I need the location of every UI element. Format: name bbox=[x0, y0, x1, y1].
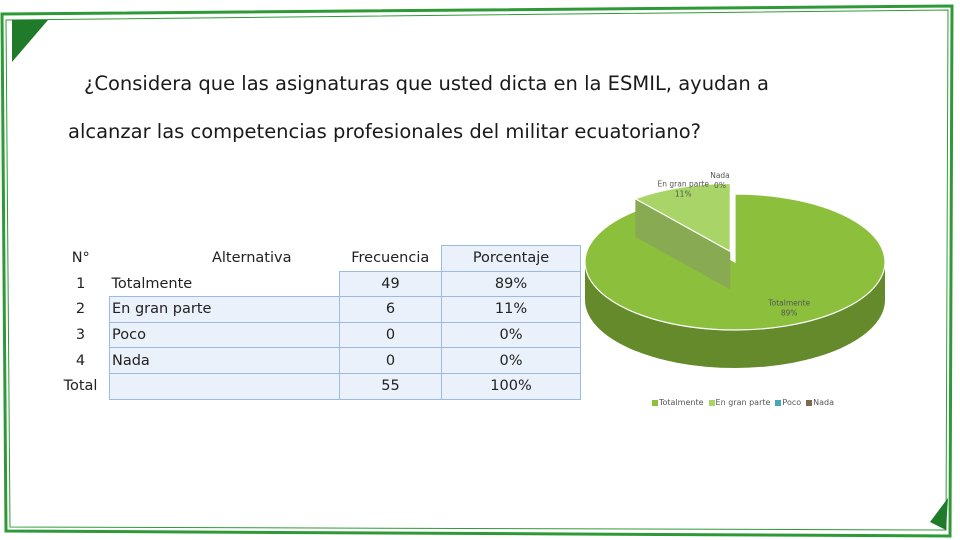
chart-legend: Totalmente En gran parte Poco Nada bbox=[652, 398, 834, 407]
pie-data-label-name: Totalmente bbox=[767, 298, 810, 307]
pie-slice-top bbox=[584, 193, 886, 331]
legend-swatch bbox=[775, 399, 782, 406]
row-number: 1 bbox=[76, 275, 86, 292]
legend-item: En gran parte bbox=[708, 398, 771, 407]
header-porcentaje: Porcentaje bbox=[441, 245, 581, 272]
row-frecuencia: 0 bbox=[339, 321, 442, 349]
row-porcentaje: 89% bbox=[441, 270, 581, 298]
question-line-2: alcanzar las competencias profesionales … bbox=[68, 120, 702, 143]
pie-data-label-value: 89% bbox=[781, 308, 798, 317]
legend-label: Poco bbox=[782, 398, 802, 407]
pie-slice-top bbox=[633, 182, 731, 253]
table-header-row: N° Alternativa Frecuencia Porcentaje bbox=[52, 245, 581, 272]
legend-item: Poco bbox=[775, 398, 801, 407]
total-label: Total bbox=[63, 378, 98, 395]
row-number: 2 bbox=[75, 301, 86, 318]
table-row: 1 Totalmente 49 89% bbox=[52, 270, 581, 298]
table-row: 2 En gran parte 6 11% bbox=[52, 296, 581, 323]
legend-label: En gran parte bbox=[715, 398, 771, 407]
row-porcentaje: 0% bbox=[441, 347, 581, 374]
row-alternativa: Nada bbox=[109, 347, 340, 374]
row-alternativa: Totalmente bbox=[111, 275, 193, 292]
pie-slice-wall bbox=[635, 198, 731, 290]
legend-item: Totalmente bbox=[652, 398, 704, 407]
legend-swatch bbox=[652, 399, 658, 406]
pie-data-label-value: 0% bbox=[714, 181, 726, 190]
pie-data-label-name: Nada bbox=[710, 171, 730, 180]
legend-item: Nada bbox=[806, 398, 834, 407]
row-alternativa: Poco bbox=[109, 321, 340, 349]
legend-label: Nada bbox=[813, 398, 835, 407]
frequency-table: N° Alternativa Frecuencia Porcentaje 1 T… bbox=[52, 245, 581, 400]
row-number: 3 bbox=[75, 327, 86, 344]
header-alternativa: Alternativa bbox=[211, 250, 292, 267]
pie-slice-en-gran-parte bbox=[633, 182, 731, 290]
row-alternativa: En gran parte bbox=[109, 296, 340, 323]
table-row: 3 Poco 0 0% bbox=[52, 321, 581, 349]
table-row: 4 Nada 0 0% bbox=[52, 347, 581, 374]
pie-slice-totalmente bbox=[584, 193, 886, 368]
total-porcentaje: 100% bbox=[441, 372, 581, 400]
row-frecuencia: 6 bbox=[339, 296, 442, 323]
header-frecuencia: Frecuencia bbox=[351, 250, 430, 267]
row-frecuencia: 49 bbox=[339, 270, 442, 298]
header-number: N° bbox=[71, 250, 90, 267]
legend-swatch bbox=[806, 399, 813, 406]
pie-data-label-name: En gran parte bbox=[658, 180, 710, 189]
total-frecuencia: 55 bbox=[339, 372, 442, 400]
total-empty-cell bbox=[109, 372, 340, 400]
legend-swatch bbox=[708, 399, 715, 406]
row-frecuencia: 0 bbox=[339, 347, 442, 374]
legend-label: Totalmente bbox=[659, 398, 704, 407]
question-line-1: ¿Considera que las asignaturas que usted… bbox=[84, 72, 769, 95]
row-number: 4 bbox=[75, 352, 86, 369]
table-total-row: Total 55 100% bbox=[52, 372, 581, 400]
pie-slice-side bbox=[585, 262, 885, 368]
pie-data-label-value: 11% bbox=[675, 190, 692, 199]
row-porcentaje: 11% bbox=[441, 296, 581, 323]
